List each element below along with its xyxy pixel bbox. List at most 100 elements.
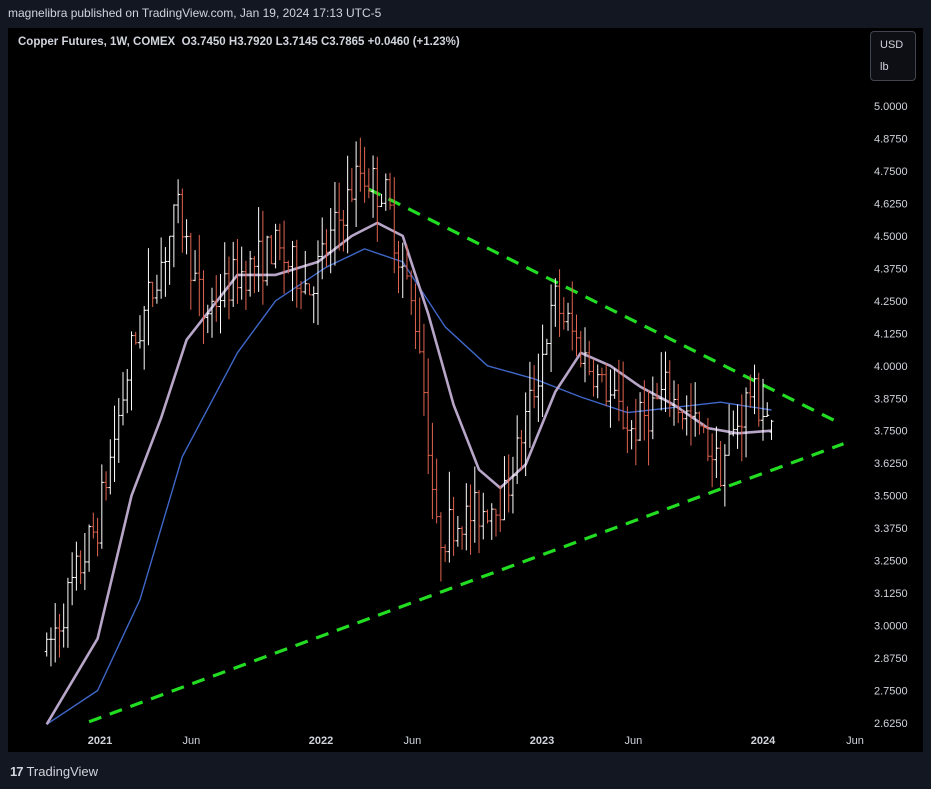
candle[interactable] <box>167 235 172 285</box>
candle[interactable] <box>570 281 575 351</box>
candle[interactable] <box>761 378 765 441</box>
candle[interactable] <box>218 274 223 334</box>
candle[interactable] <box>396 241 401 294</box>
candle[interactable] <box>99 464 104 549</box>
trendline-resistance[interactable] <box>368 187 841 425</box>
candle[interactable] <box>532 365 537 409</box>
candle[interactable] <box>523 392 528 477</box>
candle[interactable] <box>629 420 634 450</box>
candle[interactable] <box>527 361 532 448</box>
candle[interactable] <box>718 440 723 487</box>
candle[interactable] <box>498 485 503 532</box>
candle[interactable] <box>485 509 490 524</box>
candle[interactable] <box>95 517 100 557</box>
candle[interactable] <box>108 439 113 495</box>
candle[interactable] <box>400 242 405 299</box>
candle[interactable] <box>371 155 376 218</box>
candle[interactable] <box>697 411 702 435</box>
candle[interactable] <box>388 172 393 210</box>
candle[interactable] <box>489 503 494 540</box>
candle[interactable] <box>44 632 49 657</box>
symbol-legend[interactable]: Copper Futures, 1W, COMEX O3.7450 H3.792… <box>18 36 460 48</box>
candle[interactable] <box>744 387 749 458</box>
candle[interactable] <box>349 168 354 203</box>
candle[interactable] <box>154 274 159 304</box>
candle[interactable] <box>582 327 587 383</box>
candle[interactable] <box>87 524 92 572</box>
candle[interactable] <box>345 155 350 254</box>
candle[interactable] <box>104 471 109 501</box>
candle[interactable] <box>299 280 304 310</box>
candle[interactable] <box>642 380 647 441</box>
candle[interactable] <box>303 250 308 295</box>
candle[interactable] <box>515 415 520 484</box>
candle[interactable] <box>307 283 312 296</box>
candle[interactable] <box>57 613 62 658</box>
candle[interactable] <box>663 351 668 412</box>
candle[interactable] <box>688 383 693 446</box>
candle[interactable] <box>362 146 367 203</box>
candle[interactable] <box>460 526 465 550</box>
candle[interactable] <box>608 369 613 428</box>
candle[interactable] <box>193 250 198 282</box>
moving-average-fast[interactable] <box>45 221 772 725</box>
candle[interactable] <box>714 426 719 479</box>
candle[interactable] <box>595 364 600 399</box>
candle[interactable] <box>273 223 278 269</box>
chart-panel[interactable]: 5.0000 4.8750 4.7500 4.6250 4.5000 4.3750 4.25… <box>8 28 923 752</box>
candle[interactable] <box>235 238 240 304</box>
candle[interactable] <box>477 490 482 554</box>
candle[interactable] <box>286 260 291 274</box>
candle[interactable] <box>748 374 753 408</box>
candle[interactable] <box>612 368 617 399</box>
candle[interactable] <box>544 338 549 355</box>
candle[interactable] <box>210 287 215 338</box>
candle[interactable] <box>549 284 554 373</box>
candle[interactable] <box>578 330 583 368</box>
candle[interactable] <box>188 232 193 310</box>
candle[interactable] <box>472 466 477 543</box>
tradingview-footer[interactable]: 17 TradingView <box>10 764 98 779</box>
candle[interactable] <box>765 402 770 418</box>
candle[interactable] <box>65 577 70 648</box>
candle[interactable] <box>61 603 66 648</box>
candle[interactable] <box>506 454 511 513</box>
candle[interactable] <box>655 382 660 400</box>
candle[interactable] <box>82 532 87 590</box>
candle[interactable] <box>142 305 147 370</box>
candle[interactable] <box>129 331 134 411</box>
candle[interactable] <box>727 404 732 456</box>
candle[interactable] <box>70 552 75 606</box>
candle[interactable] <box>341 209 346 252</box>
candle[interactable] <box>604 363 609 407</box>
candle[interactable] <box>599 367 604 383</box>
candle[interactable] <box>125 368 130 414</box>
candle[interactable] <box>443 544 448 563</box>
candle[interactable] <box>53 603 58 663</box>
candle[interactable] <box>438 512 443 582</box>
candle[interactable] <box>591 358 596 397</box>
candle[interactable] <box>226 256 231 320</box>
candle[interactable] <box>282 220 287 294</box>
candle[interactable] <box>358 137 363 192</box>
candle[interactable] <box>294 239 299 308</box>
candle[interactable] <box>536 353 541 422</box>
candle[interactable] <box>574 314 579 357</box>
candle[interactable] <box>735 404 740 449</box>
candle[interactable] <box>638 392 643 442</box>
candle[interactable] <box>159 237 164 299</box>
candle[interactable] <box>671 380 676 426</box>
candle[interactable] <box>315 240 320 325</box>
candle[interactable] <box>493 508 498 537</box>
candle[interactable] <box>684 395 689 436</box>
candle[interactable] <box>481 492 486 540</box>
candle[interactable] <box>290 240 295 302</box>
candle[interactable] <box>201 270 206 345</box>
candle[interactable] <box>705 417 710 462</box>
candle[interactable] <box>243 260 248 310</box>
candle[interactable] <box>116 398 121 463</box>
candle[interactable] <box>383 173 388 211</box>
candle[interactable] <box>413 283 418 350</box>
candle[interactable] <box>739 394 744 462</box>
currency-unit-selector[interactable]: USD lb <box>870 31 916 81</box>
